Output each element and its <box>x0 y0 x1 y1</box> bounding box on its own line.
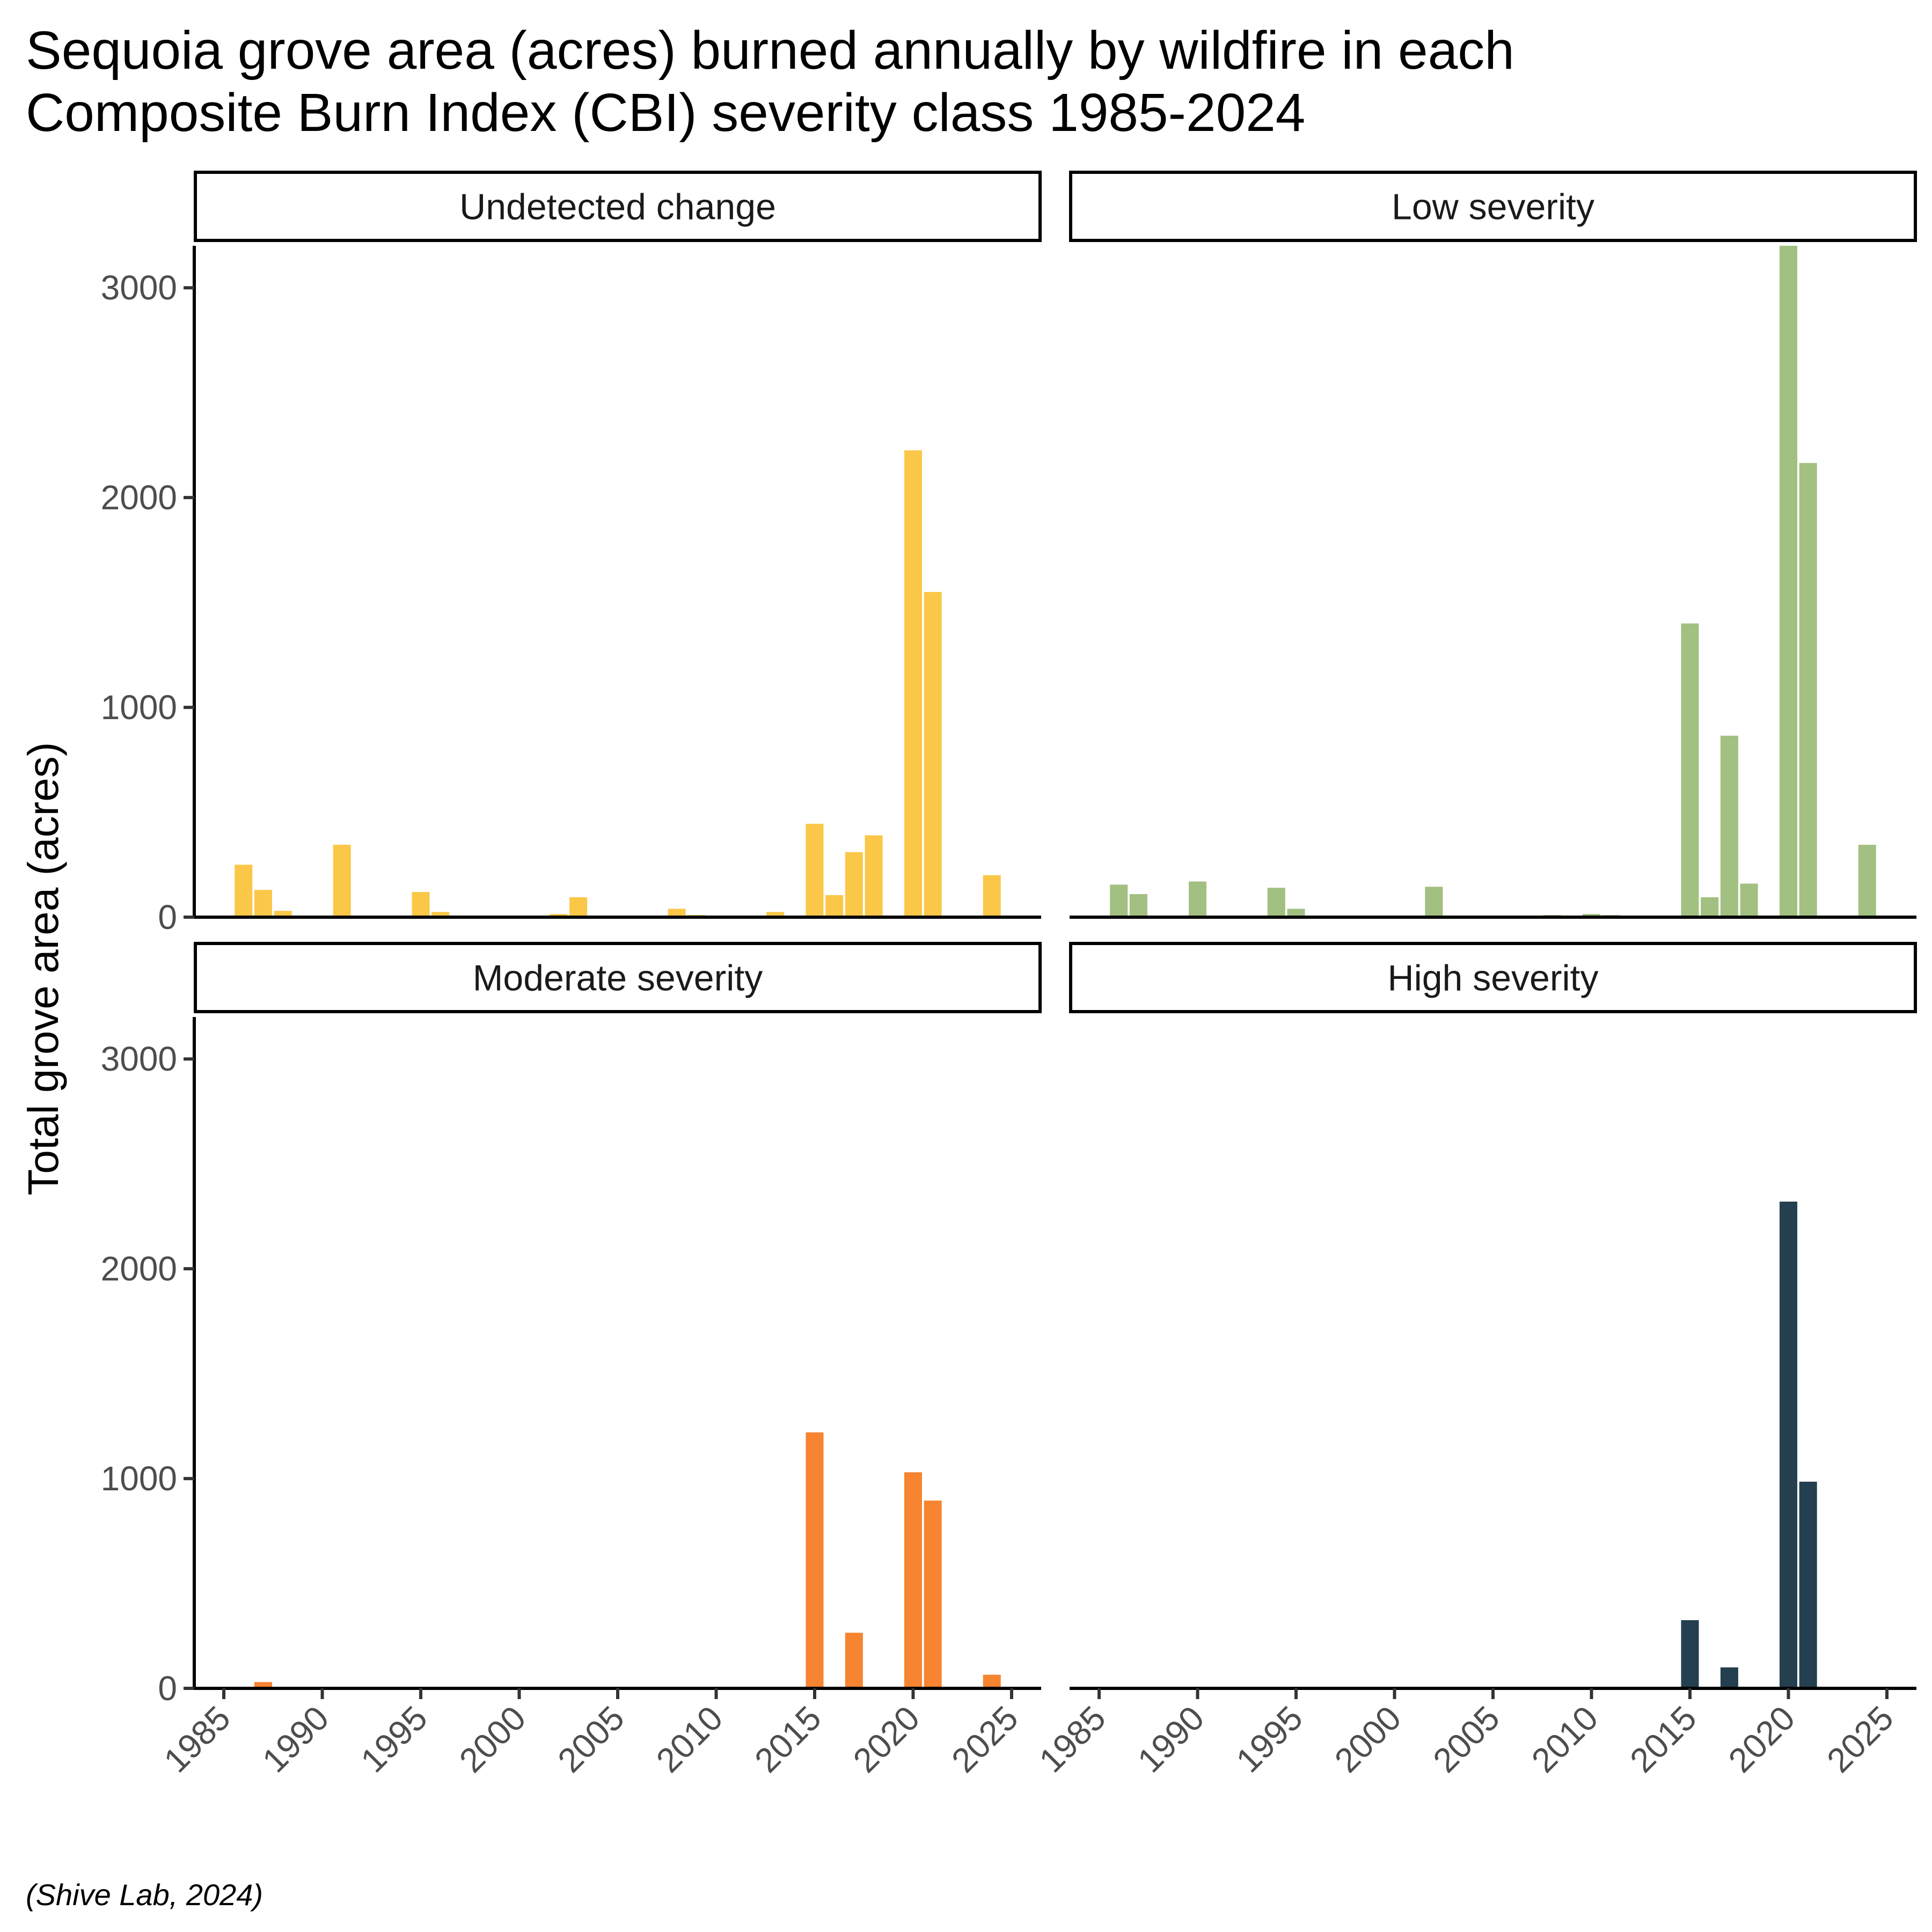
y-tick-label: 2000 <box>101 478 177 517</box>
bar <box>806 824 824 917</box>
facet-undetected-change: Undetected change 0 1000 2000 3000 <box>101 171 1042 936</box>
y-tick-label: 3000 <box>101 1040 177 1078</box>
y-tick-label: 3000 <box>101 268 177 307</box>
facet-low-severity: Low severity <box>1069 171 1917 919</box>
bar <box>254 1682 272 1688</box>
bar <box>845 1633 863 1688</box>
bar <box>668 909 686 917</box>
x-tick-label: 1985 <box>156 1699 238 1780</box>
chart-title-line-2: Composite Burn Index (CBI) severity clas… <box>26 83 1306 143</box>
bar <box>1267 888 1285 917</box>
x-tick-label: 2015 <box>1622 1699 1704 1780</box>
chart-title-line-1: Sequoia grove area (acres) burned annual… <box>26 20 1514 80</box>
facet-strip <box>194 171 1042 242</box>
bar <box>431 912 450 917</box>
x-tick-label: 1995 <box>1228 1699 1310 1780</box>
bar <box>569 897 588 917</box>
x-tick-label: 2005 <box>550 1699 632 1780</box>
bar <box>1720 735 1738 917</box>
facet-strip <box>194 942 1042 1013</box>
x-tick-label: 1985 <box>1031 1699 1113 1780</box>
bar <box>1287 909 1305 917</box>
bar <box>825 895 844 917</box>
y-tick-label: 0 <box>158 898 177 936</box>
bar <box>806 1432 824 1688</box>
bar <box>235 865 253 917</box>
x-tick-label: 2010 <box>649 1699 730 1780</box>
bar <box>904 1472 922 1688</box>
bar <box>1720 1667 1738 1688</box>
facet-strip-label: Undetected change <box>459 187 776 228</box>
x-tick-label: 2010 <box>1524 1699 1606 1780</box>
source-caption: (Shive Lab, 2024) <box>26 1878 264 1912</box>
x-tick-label: 1990 <box>1130 1699 1212 1780</box>
bar <box>766 912 785 917</box>
bar <box>924 1501 942 1688</box>
x-tick-label: 1990 <box>255 1699 336 1780</box>
bar <box>1681 623 1699 917</box>
bar <box>1799 463 1817 917</box>
bar <box>1779 246 1797 917</box>
bar <box>1799 1481 1817 1688</box>
bar <box>1858 845 1876 917</box>
x-tick-label: 2000 <box>1327 1699 1409 1780</box>
x-tick-label: 2020 <box>1721 1699 1803 1780</box>
bar <box>1740 883 1758 917</box>
bar <box>254 890 272 917</box>
bar <box>333 845 351 917</box>
bar <box>1701 897 1719 917</box>
facet-high-severity: High severity 1985 1990 1995 2000 2005 2010 201… <box>1031 942 1917 1780</box>
facet-strip-label: Low severity <box>1392 187 1594 228</box>
x-tick-label: 2005 <box>1425 1699 1507 1780</box>
y-tick-label: 2000 <box>101 1249 177 1288</box>
y-tick-label: 1000 <box>101 688 177 727</box>
x-tick-label: 2015 <box>747 1699 829 1780</box>
y-axis-title: Total grove area (acres) <box>19 742 67 1196</box>
x-tick-label: 2025 <box>1819 1699 1901 1780</box>
bar <box>1110 884 1128 917</box>
y-tick-label: 0 <box>158 1669 177 1708</box>
bar <box>1681 1620 1699 1688</box>
bar <box>983 1674 1001 1688</box>
bar <box>845 852 863 917</box>
bar <box>865 835 883 917</box>
chart-title: Sequoia grove area (acres) burned annual… <box>26 19 1904 144</box>
bar <box>1425 887 1443 917</box>
bar <box>924 592 942 917</box>
x-tick-label: 1995 <box>353 1699 435 1780</box>
bar <box>904 450 922 917</box>
facet-strip-label: High severity <box>1387 958 1598 999</box>
bar <box>274 911 292 917</box>
facet-moderate-severity: Moderate severity 0 1000 2000 3000 1985 1990 19… <box>101 942 1042 1780</box>
bar <box>983 875 1001 917</box>
y-tick-label: 1000 <box>101 1459 177 1498</box>
bar <box>412 892 430 917</box>
bar <box>1779 1202 1797 1688</box>
facet-strip <box>1069 942 1917 1013</box>
x-tick-label: 2000 <box>452 1699 533 1780</box>
bar <box>1189 881 1207 917</box>
facet-strip-label: Moderate severity <box>473 958 763 999</box>
bar <box>1129 894 1147 917</box>
x-tick-label: 2020 <box>846 1699 927 1780</box>
facet-strip <box>1069 171 1917 242</box>
x-tick-label: 2025 <box>944 1699 1026 1780</box>
